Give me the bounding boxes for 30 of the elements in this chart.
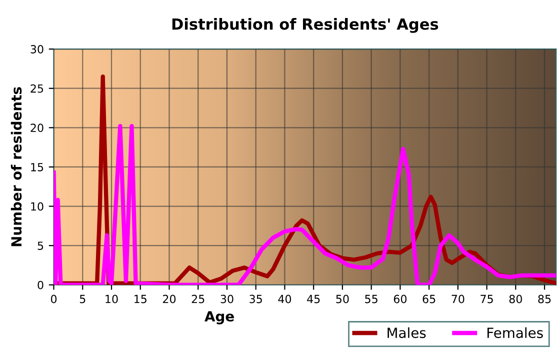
x-tick-label: 80 <box>509 294 522 304</box>
x-tick-label: 5 <box>80 294 86 304</box>
y-tick-label: 5 <box>38 242 44 250</box>
x-tick-label: 20 <box>162 294 176 304</box>
x-tick-label: 45 <box>307 294 320 304</box>
x-tick-label: 10 <box>106 294 118 304</box>
x-tick-label: 30 <box>220 294 234 304</box>
legend-label: Females <box>487 327 543 338</box>
x-tick-label: 0 <box>50 294 57 304</box>
y-tick-label: 20 <box>30 124 44 132</box>
chart-title: Distribution of Residents' Ages <box>172 18 438 33</box>
x-tick-label: 15 <box>134 294 146 304</box>
x-tick-label: 50 <box>336 294 349 304</box>
x-tick-label: 85 <box>538 294 551 304</box>
x-tick-label: 40 <box>278 294 292 304</box>
x-tick-label: 55 <box>365 294 378 304</box>
x-tick-label: 25 <box>192 294 204 304</box>
x-tick-label: 65 <box>422 294 436 304</box>
y-axis-title: Number of residents <box>10 87 22 246</box>
y-tick-label: 25 <box>30 84 44 93</box>
y-tick-label: 30 <box>30 45 44 54</box>
y-tick-label: 15 <box>31 163 44 172</box>
x-tick-label: 70 <box>452 294 464 304</box>
legend-label: Males <box>388 327 426 338</box>
x-tick-label: 75 <box>480 294 493 304</box>
x-tick-label: 35 <box>250 294 262 304</box>
x-axis-title: Age <box>204 311 234 324</box>
x-tick-label: 60 <box>394 294 407 304</box>
y-tick-label: 10 <box>31 202 44 211</box>
y-tick-label: 0 <box>38 280 44 290</box>
